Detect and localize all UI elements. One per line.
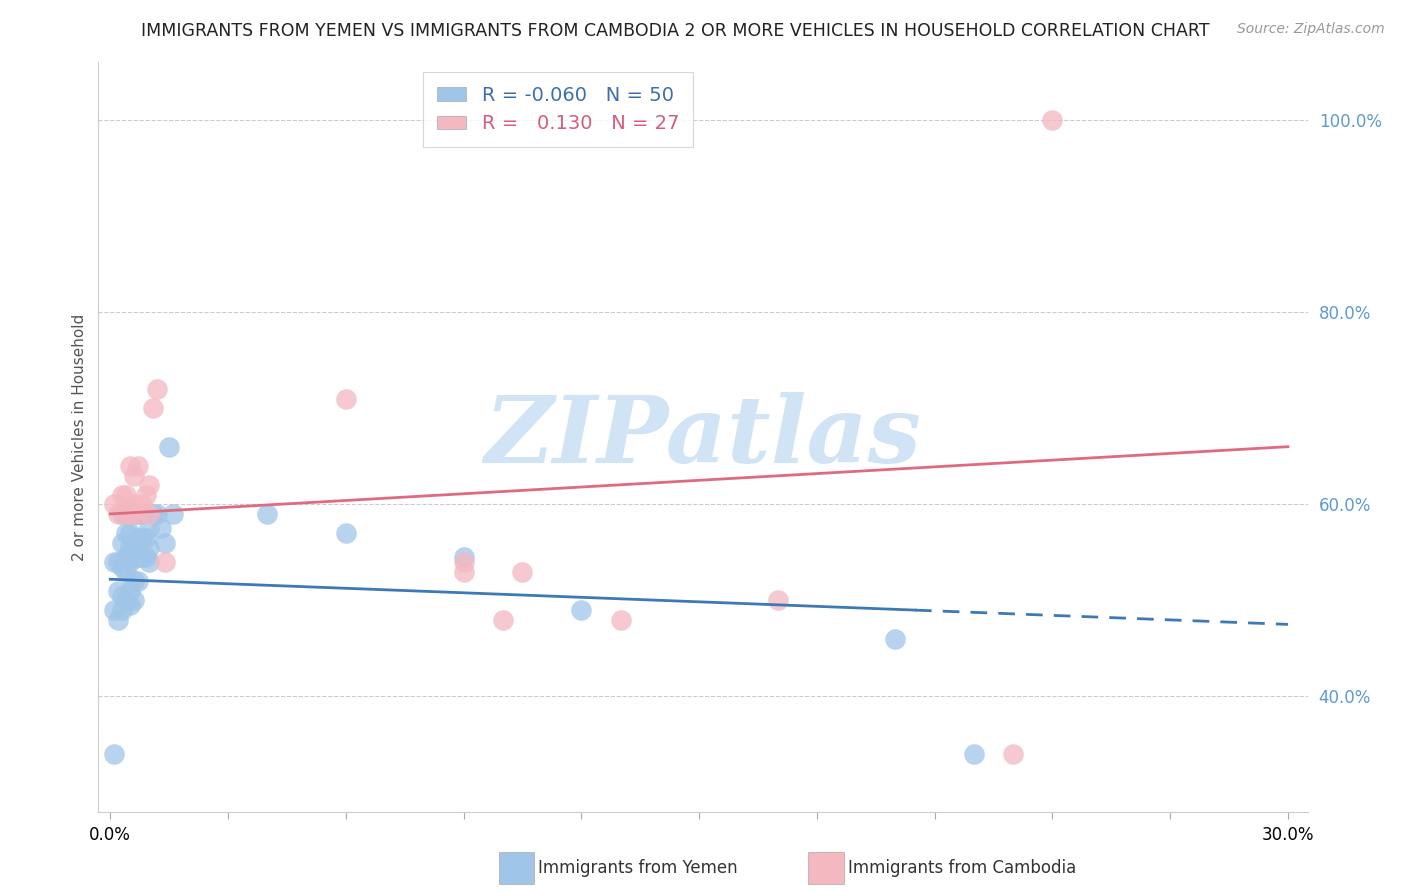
Text: Immigrants from Yemen: Immigrants from Yemen [538,859,738,877]
Point [122,535,145,549]
Point [157,440,180,454]
Point [111,589,134,603]
Point [131,550,153,565]
Point [138,507,160,521]
Point [963,747,986,761]
FancyBboxPatch shape [808,852,844,884]
Point [107,583,129,598]
Point [1002,747,1025,761]
Point [766,593,789,607]
Point [138,521,160,535]
Point [512,565,534,579]
Point [118,502,141,516]
Point [153,535,176,549]
Point [135,531,157,545]
Y-axis label: 2 or more Vehicles in Household: 2 or more Vehicles in Household [72,313,87,561]
Point [118,507,141,521]
Point [122,593,145,607]
Point [569,603,592,617]
Point [107,507,129,521]
Point [107,613,129,627]
Point [127,507,149,521]
Text: Immigrants from Cambodia: Immigrants from Cambodia [848,859,1076,877]
Point [146,382,169,396]
Point [127,550,149,565]
Point [111,488,134,502]
Legend: R = -0.060   N = 50, R =   0.130   N = 27: R = -0.060 N = 50, R = 0.130 N = 27 [423,72,693,147]
Point [453,550,475,565]
Point [138,541,160,555]
Point [115,565,138,579]
Point [142,507,165,521]
Point [142,401,165,416]
Point [118,458,141,473]
Point [115,550,138,565]
Point [103,747,125,761]
Point [135,488,157,502]
Point [122,550,145,565]
Point [256,507,278,521]
Point [111,559,134,574]
Point [122,507,145,521]
Point [131,497,153,511]
Point [127,531,149,545]
Point [453,565,475,579]
Point [150,521,173,535]
Point [118,526,141,541]
Point [138,478,160,492]
Point [138,555,160,569]
Point [103,497,125,511]
FancyBboxPatch shape [499,852,534,884]
Point [127,507,149,521]
Point [111,507,134,521]
Point [135,550,157,565]
Point [335,392,357,406]
Text: Source: ZipAtlas.com: Source: ZipAtlas.com [1237,22,1385,37]
Point [162,507,184,521]
Point [111,603,134,617]
Point [103,555,125,569]
Point [118,598,141,612]
Point [115,593,138,607]
Point [107,555,129,569]
Point [118,541,141,555]
Point [115,488,138,502]
Point [122,574,145,589]
Point [118,583,141,598]
Point [131,531,153,545]
Point [127,458,149,473]
Text: IMMIGRANTS FROM YEMEN VS IMMIGRANTS FROM CAMBODIA 2 OR MORE VEHICLES IN HOUSEHOL: IMMIGRANTS FROM YEMEN VS IMMIGRANTS FROM… [141,22,1209,40]
Point [609,613,631,627]
Point [492,613,515,627]
Point [335,526,357,541]
Point [453,555,475,569]
Point [884,632,907,646]
Point [146,507,169,521]
Text: ZIPatlas: ZIPatlas [485,392,921,482]
Point [111,535,134,549]
Point [153,555,176,569]
Point [122,497,145,511]
Point [118,555,141,569]
Point [115,507,138,521]
Point [131,507,153,521]
Point [127,574,149,589]
Point [103,603,125,617]
Point [122,468,145,483]
Point [1042,113,1064,128]
Point [115,526,138,541]
